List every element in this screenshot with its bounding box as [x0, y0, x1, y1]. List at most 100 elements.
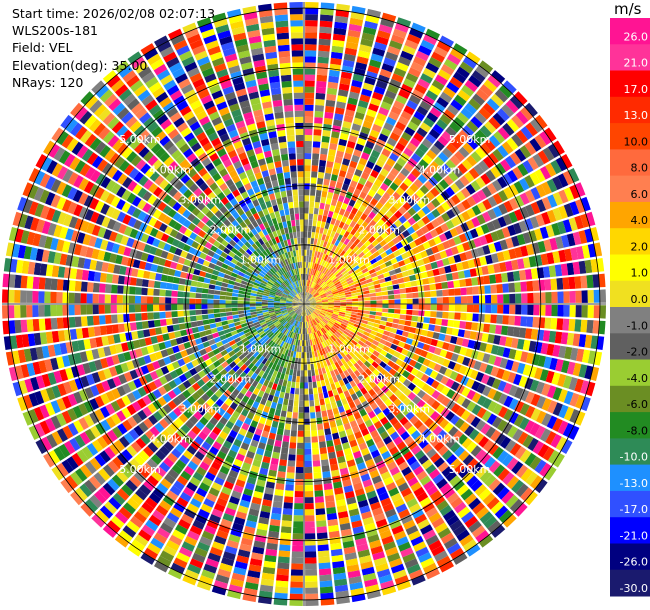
velocity-gate — [420, 271, 428, 279]
velocity-gate — [431, 51, 445, 63]
velocity-gate — [206, 398, 215, 407]
velocity-gate — [414, 450, 425, 460]
velocity-gate — [304, 527, 316, 534]
velocity-gate — [283, 398, 289, 406]
velocity-gate — [309, 314, 313, 321]
velocity-gate — [305, 273, 307, 280]
velocity-gate — [306, 280, 309, 287]
velocity-gate — [349, 284, 356, 289]
velocity-gate — [458, 129, 470, 142]
velocity-gate — [345, 310, 352, 314]
velocity-gate — [330, 217, 337, 225]
velocity-gate — [333, 323, 340, 329]
velocity-gate — [143, 355, 152, 364]
velocity-gate — [120, 235, 129, 246]
velocity-gate — [580, 380, 590, 395]
velocity-gate — [123, 276, 131, 285]
velocity-gate — [246, 411, 255, 420]
velocity-gate — [258, 596, 272, 605]
velocity-gate — [328, 149, 336, 157]
velocity-gate — [490, 231, 500, 242]
velocity-gate — [539, 428, 552, 442]
velocity-gate — [321, 385, 328, 393]
velocity-gate — [440, 532, 455, 545]
velocity-gate — [304, 304, 307, 310]
velocity-gate — [388, 332, 396, 339]
velocity-gate — [309, 306, 315, 310]
velocity-gate — [514, 209, 524, 221]
velocity-gate — [420, 250, 428, 259]
velocity-gate — [424, 291, 431, 298]
velocity-gate — [328, 302, 335, 304]
velocity-gate — [480, 223, 490, 234]
velocity-gate — [297, 364, 301, 371]
velocity-gate — [407, 121, 419, 132]
velocity-gate — [519, 178, 530, 191]
velocity-gate — [341, 126, 351, 135]
velocity-gate — [167, 452, 178, 464]
velocity-gate — [26, 362, 36, 377]
velocity-gate — [162, 404, 173, 414]
velocity-gate — [348, 250, 355, 257]
velocity-gate — [269, 291, 276, 295]
velocity-gate — [250, 393, 257, 401]
velocity-gate — [110, 515, 125, 529]
velocity-gate — [391, 407, 401, 417]
velocity-gate — [172, 529, 186, 541]
velocity-gate — [351, 193, 359, 202]
velocity-gate — [357, 100, 369, 109]
velocity-gate — [367, 135, 377, 144]
velocity-gate — [294, 388, 300, 395]
velocity-gate — [316, 526, 328, 534]
velocity-gate — [145, 497, 158, 509]
velocity-gate — [350, 587, 365, 597]
velocity-gate — [473, 164, 485, 176]
velocity-gate — [304, 98, 314, 105]
velocity-gate — [245, 482, 255, 491]
velocity-gate — [436, 393, 446, 403]
velocity-gate — [351, 311, 358, 316]
velocity-gate — [316, 251, 321, 258]
velocity-gate — [155, 273, 163, 281]
velocity-gate — [261, 411, 269, 419]
velocity-gate — [393, 421, 403, 431]
velocity-gate — [318, 288, 324, 294]
velocity-gate — [469, 268, 477, 277]
velocity-gate — [132, 339, 141, 349]
velocity-gate — [225, 304, 232, 308]
velocity-gate — [322, 285, 329, 290]
velocity-gate — [561, 234, 570, 248]
velocity-gate — [309, 305, 316, 307]
velocity-gate — [219, 416, 228, 426]
velocity-gate — [210, 385, 219, 394]
velocity-gate — [482, 211, 492, 223]
velocity-gate — [313, 310, 320, 315]
velocity-gate — [280, 360, 286, 368]
velocity-gate — [302, 334, 304, 341]
velocity-gate — [203, 324, 211, 331]
velocity-gate — [472, 304, 480, 313]
velocity-gate — [332, 268, 338, 274]
velocity-gate — [453, 235, 462, 245]
velocity-gate — [562, 318, 570, 331]
velocity-gate — [436, 555, 451, 568]
velocity-gate — [374, 243, 382, 251]
velocity-gate — [390, 257, 398, 265]
velocity-gate — [409, 503, 421, 514]
velocity-gate — [219, 299, 226, 304]
velocity-gate — [330, 174, 338, 182]
velocity-gate — [408, 241, 417, 249]
velocity-gate — [390, 431, 400, 441]
velocity-gate — [309, 207, 314, 214]
velocity-gate — [216, 276, 224, 282]
velocity-gate — [334, 270, 340, 276]
velocity-gate — [365, 70, 378, 80]
velocity-gate — [125, 479, 138, 492]
velocity-gate — [355, 248, 363, 256]
velocity-gate — [296, 448, 304, 455]
velocity-gate — [340, 364, 347, 372]
velocity-gate — [330, 258, 336, 265]
velocity-gate — [259, 321, 267, 326]
velocity-gate — [138, 450, 150, 462]
velocity-gate — [143, 270, 151, 279]
